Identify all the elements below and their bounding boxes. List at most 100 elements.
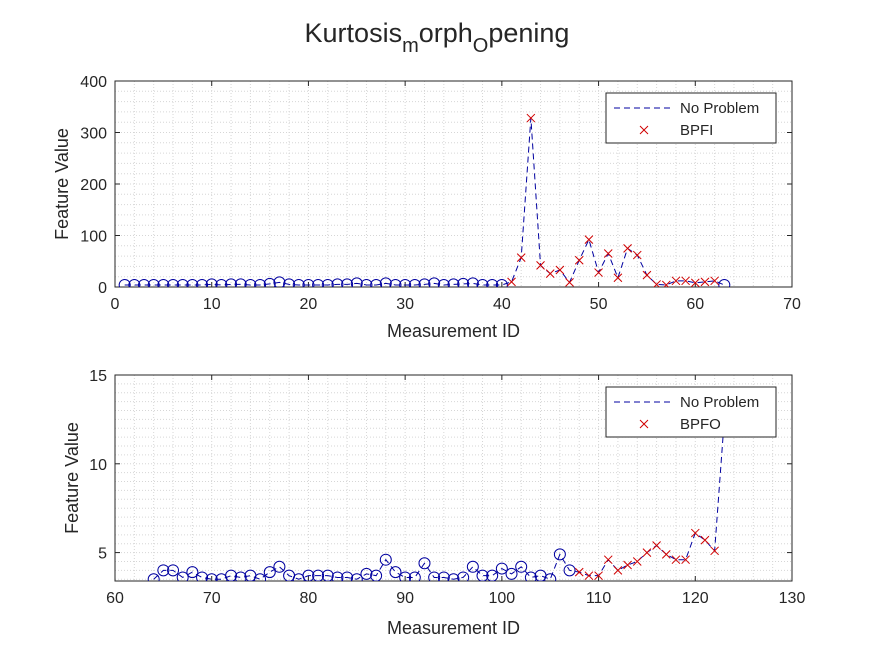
data-point-circle	[563, 564, 576, 577]
data-point-circle	[437, 278, 450, 287]
data-point-circle	[370, 569, 383, 581]
y-tick-label: 400	[80, 74, 107, 91]
y-axis-label: Feature Value	[62, 422, 82, 534]
data-point-x	[603, 555, 613, 565]
data-point-x	[507, 277, 516, 287]
data-point-circle	[341, 571, 354, 581]
data-point-circle	[273, 276, 286, 287]
bottom-plot: 60 70 80 90 100 110 120 130 5 10 15 Measurement ID F…	[62, 368, 805, 638]
data-point-circle	[244, 278, 257, 287]
data-point-circle	[389, 278, 402, 287]
x-tick-label: 20	[300, 296, 318, 313]
data-point-circle	[331, 571, 344, 581]
data-point-x	[710, 276, 719, 286]
data-point-x	[690, 528, 700, 538]
y-tick-label: 5	[98, 546, 107, 563]
data-layer	[118, 113, 731, 287]
axes-box	[114, 374, 793, 582]
data-point-circle	[360, 278, 373, 287]
data-point-x	[574, 567, 584, 577]
data-point-x	[603, 249, 613, 258]
data-point-circle	[718, 278, 731, 287]
data-point-x	[536, 261, 545, 270]
data-point-circle	[263, 277, 276, 287]
y-tick-label: 10	[89, 457, 107, 474]
data-point-circle	[167, 564, 180, 577]
data-point-circle	[176, 571, 189, 581]
series-line-no-problem	[153, 419, 725, 580]
title-main: Kurtosis	[305, 18, 403, 48]
data-point-circle	[321, 278, 334, 287]
data-point-circle	[312, 278, 325, 287]
data-point-circle	[457, 571, 470, 581]
data-point-circle	[408, 278, 421, 287]
x-tick-label: 130	[779, 590, 806, 607]
data-point-circle	[505, 567, 518, 580]
data-point-circle	[428, 571, 441, 581]
data-point-x	[555, 265, 565, 275]
data-point-circle	[457, 277, 470, 287]
data-point-x	[632, 557, 642, 566]
data-point-circle	[263, 566, 276, 579]
title-middle: orph	[419, 18, 473, 48]
data-point-x	[632, 250, 642, 260]
data-point-circle	[283, 278, 296, 287]
data-point-circle	[225, 278, 238, 287]
data-point-circle	[553, 548, 566, 561]
data-point-x	[652, 280, 661, 287]
data-point-x	[584, 235, 594, 244]
data-point-circle	[399, 278, 412, 287]
data-point-circle	[312, 569, 325, 581]
data-point-circle	[341, 278, 354, 287]
x-tick-label: 80	[300, 590, 318, 607]
y-tick-label: 100	[80, 229, 107, 246]
x-tick-label: 100	[489, 590, 516, 607]
top-plot: 0 10 20 30 40 50 60 70 0 100 200 300 400 Measurement …	[52, 74, 801, 341]
y-tick-label: 300	[80, 126, 107, 143]
legend-label-no-problem: No Problem	[680, 100, 759, 117]
data-point-x	[681, 555, 690, 565]
data-point-x	[710, 546, 719, 556]
data-point-x	[574, 255, 584, 265]
figure-title: KurtosismorphOpening	[305, 18, 570, 57]
data-point-circle	[379, 277, 392, 287]
data-point-circle	[215, 278, 228, 287]
data-point-x	[642, 548, 652, 557]
x-tick-label: 40	[493, 296, 511, 313]
data-point-x	[661, 280, 671, 287]
legend: No Problem BPFO	[605, 386, 777, 438]
x-tick-label: 10	[203, 296, 221, 313]
data-point-x	[652, 541, 661, 550]
data-point-x	[623, 244, 632, 253]
data-point-circle	[370, 278, 383, 287]
data-point-x	[526, 113, 536, 123]
x-tick-label: 110	[586, 590, 612, 607]
data-point-x	[584, 571, 594, 581]
data-point-circle	[495, 562, 508, 575]
data-point-circle	[225, 569, 238, 581]
data-point-circle	[360, 567, 373, 580]
y-axis-label: Feature Value	[52, 128, 72, 240]
data-point-x	[594, 571, 603, 581]
data-point-circle	[399, 571, 412, 581]
data-point-circle	[476, 278, 489, 287]
data-point-circle	[157, 564, 170, 577]
x-tick-label: 60	[106, 590, 124, 607]
data-point-circle	[273, 560, 286, 573]
data-point-circle	[476, 569, 489, 581]
data-point-circle	[466, 560, 479, 573]
data-point-circle	[302, 569, 315, 581]
data-point-circle	[428, 277, 441, 287]
data-point-circle	[167, 278, 180, 287]
data-point-circle	[234, 278, 247, 287]
data-point-circle	[292, 278, 305, 287]
x-tick-label: 120	[682, 590, 709, 607]
y-tick-label: 0	[98, 280, 107, 297]
data-point-circle	[186, 566, 199, 579]
legend-x-swatch	[639, 125, 649, 135]
data-point-circle	[437, 571, 450, 581]
series-line-no-problem	[124, 118, 725, 286]
data-point-circle	[379, 553, 392, 566]
